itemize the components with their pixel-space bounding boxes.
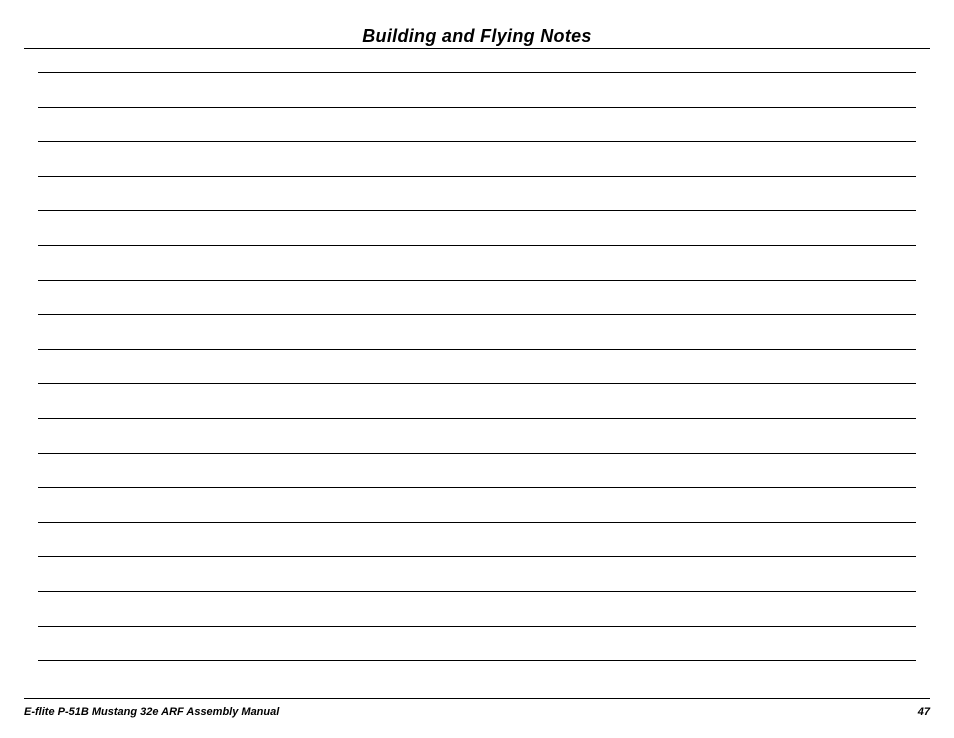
note-line [38,245,916,246]
note-line [38,72,916,73]
note-line [38,591,916,592]
note-line [38,453,916,454]
note-line [38,487,916,488]
page-title: Building and Flying Notes [0,26,954,47]
page-footer: E-flite P-51B Mustang 32e ARF Assembly M… [24,706,930,718]
note-line [38,176,916,177]
note-line [38,349,916,350]
bottom-rule [24,698,930,699]
note-line [38,418,916,419]
note-line [38,383,916,384]
note-line [38,660,916,661]
note-line [38,280,916,281]
top-rule [24,48,930,49]
note-line [38,314,916,315]
footer-manual-title: E-flite P-51B Mustang 32e ARF Assembly M… [24,706,279,718]
note-line [38,626,916,627]
document-page: Building and Flying Notes E-flite P-51B … [0,0,954,738]
footer-page-number: 47 [918,706,930,718]
note-line [38,522,916,523]
note-line [38,107,916,108]
note-line [38,556,916,557]
note-line [38,141,916,142]
note-line [38,210,916,211]
